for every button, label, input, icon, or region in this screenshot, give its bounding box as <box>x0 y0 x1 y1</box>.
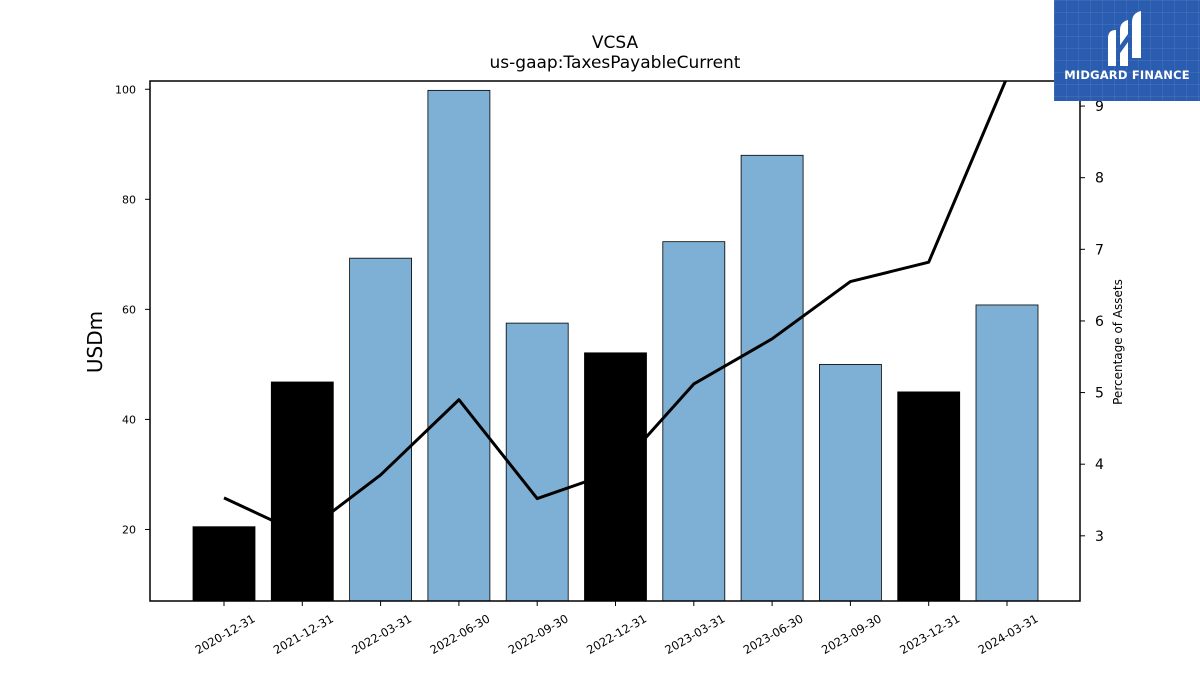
bar-2022-03-31 <box>349 257 413 602</box>
y2-tick-label: 5 <box>1095 386 1104 402</box>
midgard-logo-icon <box>1108 11 1141 66</box>
bar-2022-06-30 <box>427 89 491 602</box>
y-axis-label: USDm <box>83 311 107 373</box>
y-tick-label: 100 <box>115 83 136 96</box>
x-tick-label: 2022-12-31 <box>584 611 649 657</box>
y2-tick-label: 7 <box>1095 242 1104 258</box>
x-tick-label: 2023-03-31 <box>662 611 727 657</box>
x-tick-label: 2023-12-31 <box>897 611 962 657</box>
x-tick-label: 2023-09-30 <box>819 611 884 657</box>
x-tick-label: 2022-09-30 <box>506 611 571 657</box>
y-tick-label: 20 <box>122 523 136 536</box>
bar-2024-03-31 <box>975 304 1039 602</box>
x-tick-label: 2021-12-31 <box>271 611 336 657</box>
y-tick-label: 80 <box>122 193 136 206</box>
bar-2022-09-30 <box>505 322 569 602</box>
y2-tick-label: 3 <box>1095 529 1104 545</box>
x-tick-label: 2022-06-30 <box>428 611 493 657</box>
x-tick-label: 2024-03-31 <box>976 611 1041 657</box>
logo-text: MIDGARD FINANCE <box>1064 68 1190 82</box>
line-group <box>223 81 1008 536</box>
bars-group <box>192 89 1039 602</box>
brand-logo: MIDGARD FINANCE <box>1054 0 1200 101</box>
x-tick-label: 2022-03-31 <box>349 611 414 657</box>
y2-tick-label: 4 <box>1095 457 1104 473</box>
y-tick-label: 60 <box>122 303 136 316</box>
y2-tick-label: 9 <box>1095 99 1104 115</box>
y2-tick-label: 8 <box>1095 171 1104 187</box>
chart-subtitle: us-gaap:TaxesPayableCurrent <box>490 53 741 73</box>
y-tick-label: 40 <box>122 413 136 426</box>
bar-2021-12-31 <box>270 381 334 602</box>
chart-title: VCSA <box>592 33 639 53</box>
x-tick-label: 2020-12-31 <box>193 611 258 657</box>
bar-2023-03-31 <box>662 241 726 602</box>
x-tick-label: 2023-06-30 <box>741 611 806 657</box>
bar-2022-12-31 <box>584 352 647 602</box>
bar-2020-12-31 <box>192 526 256 602</box>
y2-axis-label: Percentage of Assets <box>1111 279 1125 405</box>
bar-2023-12-31 <box>897 391 961 602</box>
bar-2023-06-30 <box>740 154 804 602</box>
percentage-line <box>223 81 1008 536</box>
bar-2023-09-30 <box>819 363 882 602</box>
y2-tick-label: 6 <box>1095 314 1104 330</box>
